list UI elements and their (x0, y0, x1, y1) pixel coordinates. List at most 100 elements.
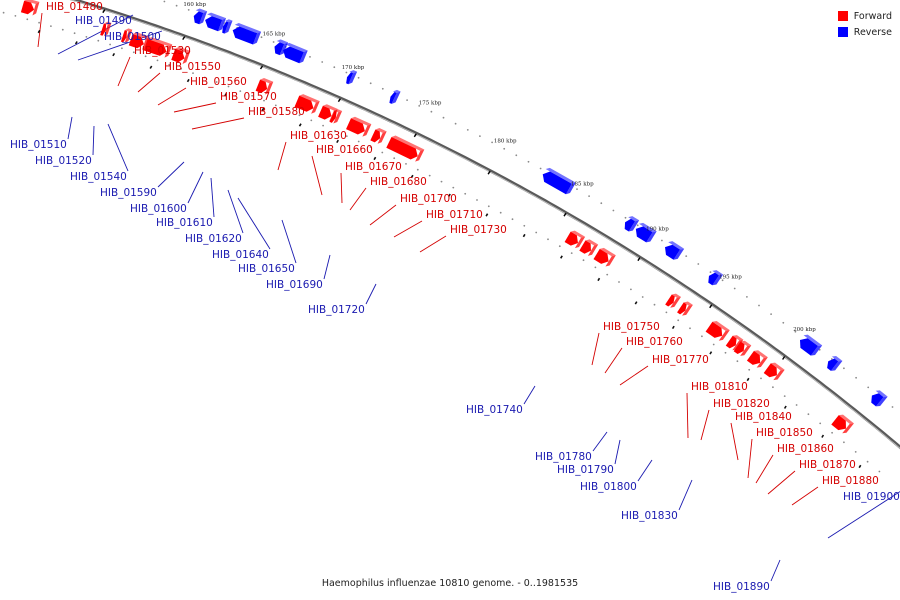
position-dot (310, 119, 313, 122)
position-dot (685, 255, 688, 257)
track-dash (37, 29, 41, 34)
label-leader (157, 161, 185, 188)
gene-body (746, 350, 761, 365)
backbone-highlight (70, 0, 900, 449)
gene-top-face (24, 0, 40, 4)
gene-top-face (375, 128, 387, 133)
gene-side-face (199, 11, 208, 25)
position-dot (783, 395, 786, 397)
position-dot (50, 25, 52, 27)
label-leader (323, 254, 331, 280)
position-dot (600, 202, 603, 205)
forward-gene-arrow (705, 320, 730, 341)
forward-gene-arrow (370, 128, 387, 144)
gene-label: HIB_01660 (316, 144, 373, 156)
position-dot (653, 303, 656, 306)
reverse-gene-arrow (283, 42, 308, 64)
position-dot (831, 431, 833, 434)
gene-top-face (638, 222, 657, 233)
gene-side-face (587, 244, 599, 256)
track-dash (261, 107, 265, 112)
gene-side-face (311, 101, 320, 114)
position-dot (758, 304, 760, 307)
gene-body (665, 294, 675, 307)
gene-side-face (740, 345, 752, 356)
gene-side-face (264, 81, 274, 95)
position-dot (576, 188, 578, 191)
gene-top-face (285, 42, 308, 53)
label-leader (92, 125, 95, 156)
label-leader (678, 479, 693, 511)
scale-tick-label: 180 kbp (494, 139, 517, 145)
label-leader (700, 409, 710, 441)
position-dot (381, 87, 384, 90)
label-leader (157, 87, 187, 106)
position-dot (132, 51, 135, 54)
reverse-gene-arrow (193, 8, 208, 25)
forward-gene-arrow (120, 28, 133, 43)
gene-side-face (391, 91, 401, 104)
gene-side-face (712, 274, 724, 286)
position-dot (843, 441, 845, 444)
track-dash (485, 213, 489, 217)
gene-top-face (599, 247, 616, 257)
gene-side-face (670, 296, 681, 308)
position-dot (511, 218, 514, 221)
gene-body (370, 129, 381, 143)
gene-body (100, 23, 107, 36)
position-dot (345, 135, 348, 138)
gene-body (705, 321, 723, 338)
gene-body (143, 39, 167, 56)
position-dot (547, 238, 549, 241)
reverse-gene-arrow (222, 19, 233, 34)
scale-tick-label: 165 kbp (263, 32, 286, 38)
reverse-gene-arrow (871, 390, 888, 407)
label-leader (369, 204, 397, 226)
position-dot (487, 205, 490, 208)
gene-side-face (333, 110, 343, 124)
gene-side-face (377, 131, 387, 144)
gene-label: HIB_01620 (185, 233, 242, 245)
position-dot (618, 281, 620, 283)
position-dot (416, 168, 419, 171)
gene-side-face (362, 124, 372, 137)
gene-side-face (124, 29, 133, 43)
gene-body (283, 46, 304, 64)
gene-label: HIB_01580 (248, 106, 305, 118)
scale-tick-mark (782, 356, 786, 360)
track-dash (597, 277, 601, 282)
gene-top-face (299, 94, 320, 103)
label-leader (277, 141, 287, 171)
gene-body (677, 302, 687, 315)
gene-top-face (334, 109, 343, 113)
scale-tick-mark (337, 98, 341, 103)
gene-body (542, 171, 572, 195)
gene-body (20, 0, 35, 15)
track-dash (671, 325, 675, 330)
scale-tick-label: 175 kbp (419, 101, 442, 107)
position-dot (381, 151, 384, 154)
gene-label: HIB_01730 (450, 224, 507, 236)
position-dot (428, 174, 431, 177)
track-dash (821, 434, 825, 438)
position-dot (721, 279, 724, 282)
gene-side-face (673, 248, 685, 260)
gene-side-face (415, 149, 425, 162)
forward-gene-arrow (677, 301, 693, 316)
position-dot (109, 43, 111, 46)
gene-label: HIB_01610 (156, 217, 213, 229)
gene-label: HIB_01500 (104, 31, 161, 43)
gene-label: HIB_01870 (799, 459, 856, 471)
gene-labels: HIB_01480 HIB_01490 HIB_01500 HIB_01510 HIB_… (10, 1, 900, 593)
gene-side-face (810, 345, 823, 356)
gene-top-face (712, 320, 730, 331)
position-dot (499, 211, 502, 214)
gene-body (871, 393, 884, 407)
label-leader (592, 431, 608, 452)
gene-top-face (732, 335, 744, 341)
position-dot (665, 311, 668, 314)
gene-top-face (803, 334, 823, 346)
position-dot (263, 99, 265, 102)
position-dot (405, 163, 407, 165)
